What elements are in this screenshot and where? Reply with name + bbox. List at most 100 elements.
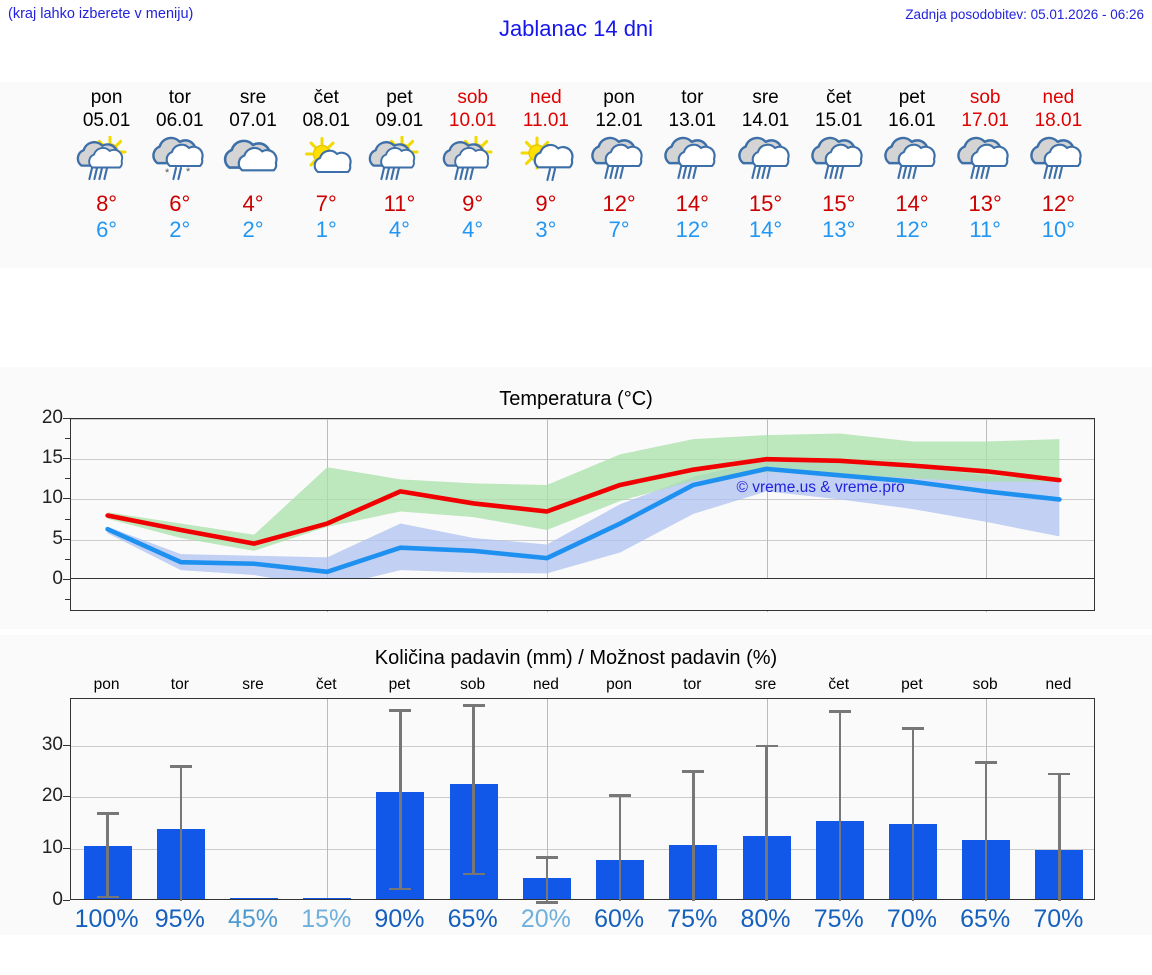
min-temperature-range-band	[107, 459, 1060, 588]
precipitation-error-cap-bottom	[389, 887, 412, 891]
precipitation-day-label: ned	[532, 676, 559, 693]
y-axis-tick-label: 0	[52, 567, 63, 589]
cloud-rain-icon	[800, 135, 878, 191]
precipitation-error-cap-top	[828, 710, 851, 713]
forecast-day-column[interactable]: čet 08.01 7° 1°	[287, 82, 365, 268]
precipitation-error-cap-top	[682, 770, 705, 774]
precipitation-day-label: sre	[754, 676, 777, 693]
precipitation-error-cap-top	[462, 704, 485, 707]
temperature-min-value: 11°	[969, 217, 1001, 242]
precipitation-chart-title: Količina padavin (mm) / Možnost padavin …	[374, 647, 778, 669]
precipitation-day-label: pet	[388, 676, 411, 693]
max-temperature-range-band	[107, 433, 1060, 551]
precipitation-day-label: pon	[606, 676, 633, 693]
precipitation-probability-label: 80%	[740, 905, 791, 933]
gridline-horizontal	[71, 419, 1094, 420]
precipitation-error-cap-top	[901, 726, 924, 730]
precipitation-bar[interactable]	[230, 897, 279, 899]
precipitation-day-label: sob	[460, 676, 486, 693]
sun-cloud-rain-icon	[360, 135, 438, 191]
precipitation-probability-label: 65%	[447, 905, 498, 933]
forecast-day-column[interactable]: pon 05.01 8° 6°	[68, 82, 146, 268]
precipitation-error-bar	[765, 744, 768, 901]
temperature-max-value: 11°	[383, 191, 416, 216]
day-date-label: 12.01	[595, 110, 643, 131]
precipitation-y-axis: 0 10 20 30	[0, 698, 70, 910]
day-of-week-label: ned	[1042, 87, 1075, 108]
gridline-horizontal	[71, 797, 1094, 799]
y-axis-tick	[63, 538, 70, 540]
precipitation-probability-label: 75%	[667, 905, 718, 933]
y-axis-minor-tick	[65, 558, 70, 560]
cloud-rain-icon	[873, 135, 951, 191]
day-date-label: 13.01	[668, 110, 717, 131]
precipitation-error-cap-top	[169, 765, 192, 768]
temperature-max-value: 9°	[535, 191, 557, 216]
sun-cloud-icon	[287, 135, 365, 191]
forecast-day-column[interactable]: pet 16.01 14° 12°	[873, 82, 951, 268]
page-header: (kraj lahko izberete v meniju) Jablanac …	[0, 0, 1152, 52]
y-axis-minor-tick	[65, 478, 70, 480]
precipitation-error-bar	[984, 761, 988, 901]
day-of-week-label: tor	[681, 87, 704, 108]
temperature-max-value: 13°	[968, 191, 1002, 216]
forecast-day-column[interactable]: tor 13.01 14° 12°	[653, 82, 731, 268]
temperature-min-value: 2°	[169, 217, 191, 242]
temperature-max-value: 6°	[169, 191, 191, 216]
temperature-max-value: 4°	[242, 191, 264, 216]
forecast-day-column[interactable]: pon 12.01 12° 7°	[580, 82, 658, 268]
precipitation-day-label: pet	[901, 676, 923, 693]
y-axis-tick	[63, 848, 70, 850]
forecast-day-column[interactable]: sre 14.01 15° 14°	[727, 82, 805, 268]
precipitation-probability-label: 60%	[594, 905, 645, 933]
temperature-chart-section: Temperatura (°C) 0 5 10 15 20 © vreme.us & v…	[0, 367, 1152, 629]
precipitation-probability-label: 95%	[154, 905, 205, 933]
forecast-day-column[interactable]: pet 09.01 11° 4°	[360, 82, 438, 268]
cloud-sleet-icon: * *	[141, 135, 219, 191]
precipitation-error-bar	[106, 811, 109, 896]
y-axis-tick	[63, 744, 70, 746]
precipitation-bar[interactable]	[303, 897, 352, 899]
forecast-day-column[interactable]: ned 11.01 9° 3°	[507, 82, 585, 268]
day-of-week-label: čet	[313, 87, 339, 108]
precipitation-error-cap-top	[609, 794, 632, 797]
temperature-max-value: 12°	[1041, 191, 1076, 216]
y-axis-tick-label: 5	[52, 527, 63, 549]
day-date-label: 16.01	[888, 110, 936, 131]
precipitation-error-bar	[1058, 772, 1061, 901]
temperature-min-value: 12°	[675, 217, 709, 242]
day-of-week-label: pet	[386, 87, 413, 108]
day-date-label: 11.01	[522, 110, 569, 131]
precipitation-day-label: čet	[315, 676, 337, 693]
y-axis-tick-label: 10	[41, 837, 63, 859]
copyright-watermark: © vreme.us & vreme.pro	[736, 478, 905, 496]
precipitation-error-cap-top	[1048, 772, 1071, 776]
forecast-day-column[interactable]: čet 15.01 15° 13°	[800, 82, 878, 268]
gridline-horizontal	[71, 849, 1094, 851]
y-axis-tick-label: 15	[41, 447, 63, 469]
y-axis-tick-label: 20	[41, 785, 63, 807]
precipitation-error-cap-bottom	[535, 901, 558, 904]
forecast-day-column[interactable]: tor 06.01 * * 6° 2°	[141, 82, 219, 268]
day-of-week-label: čet	[826, 87, 852, 108]
precipitation-chart-section: Količina padavin (mm) / Možnost padavin …	[0, 635, 1152, 935]
forecast-day-column[interactable]: sob 17.01 13° 11°	[946, 82, 1024, 268]
day-of-week-label: sob	[969, 87, 1001, 108]
precipitation-probability-label: 75%	[813, 905, 864, 933]
temperature-y-axis: 0 5 10 15 20	[0, 407, 70, 600]
forecast-day-column[interactable]: ned 18.01 12° 10°	[1019, 82, 1097, 268]
day-of-week-label: pet	[898, 87, 926, 108]
page-title: Jablanac 14 dni	[498, 16, 654, 41]
max-temperature-line	[105, 456, 1062, 546]
precipitation-probability-label: 15%	[301, 905, 352, 933]
cloud-icon	[214, 135, 292, 191]
precipitation-error-cap-top	[535, 856, 558, 860]
precipitation-day-label: tor	[170, 676, 189, 693]
forecast-day-column[interactable]: sre 07.01 4° 2°	[214, 82, 292, 268]
forecast-day-column[interactable]: sob 10.01 9° 4°	[434, 82, 512, 268]
day-date-label: 08.01	[302, 110, 351, 131]
precipitation-error-bar	[838, 710, 841, 901]
precipitation-probability-label: 65%	[960, 905, 1011, 933]
temperature-max-value: 9°	[462, 191, 484, 216]
precipitation-error-bar	[545, 856, 549, 901]
